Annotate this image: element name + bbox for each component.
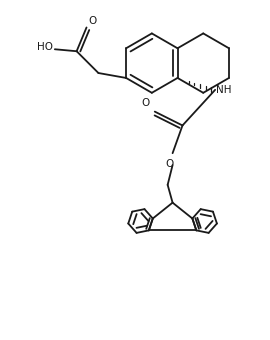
Text: O: O xyxy=(166,159,174,169)
Text: O: O xyxy=(89,16,97,26)
Text: HO: HO xyxy=(37,42,53,52)
Text: O: O xyxy=(141,98,150,108)
Text: NH: NH xyxy=(216,85,232,95)
